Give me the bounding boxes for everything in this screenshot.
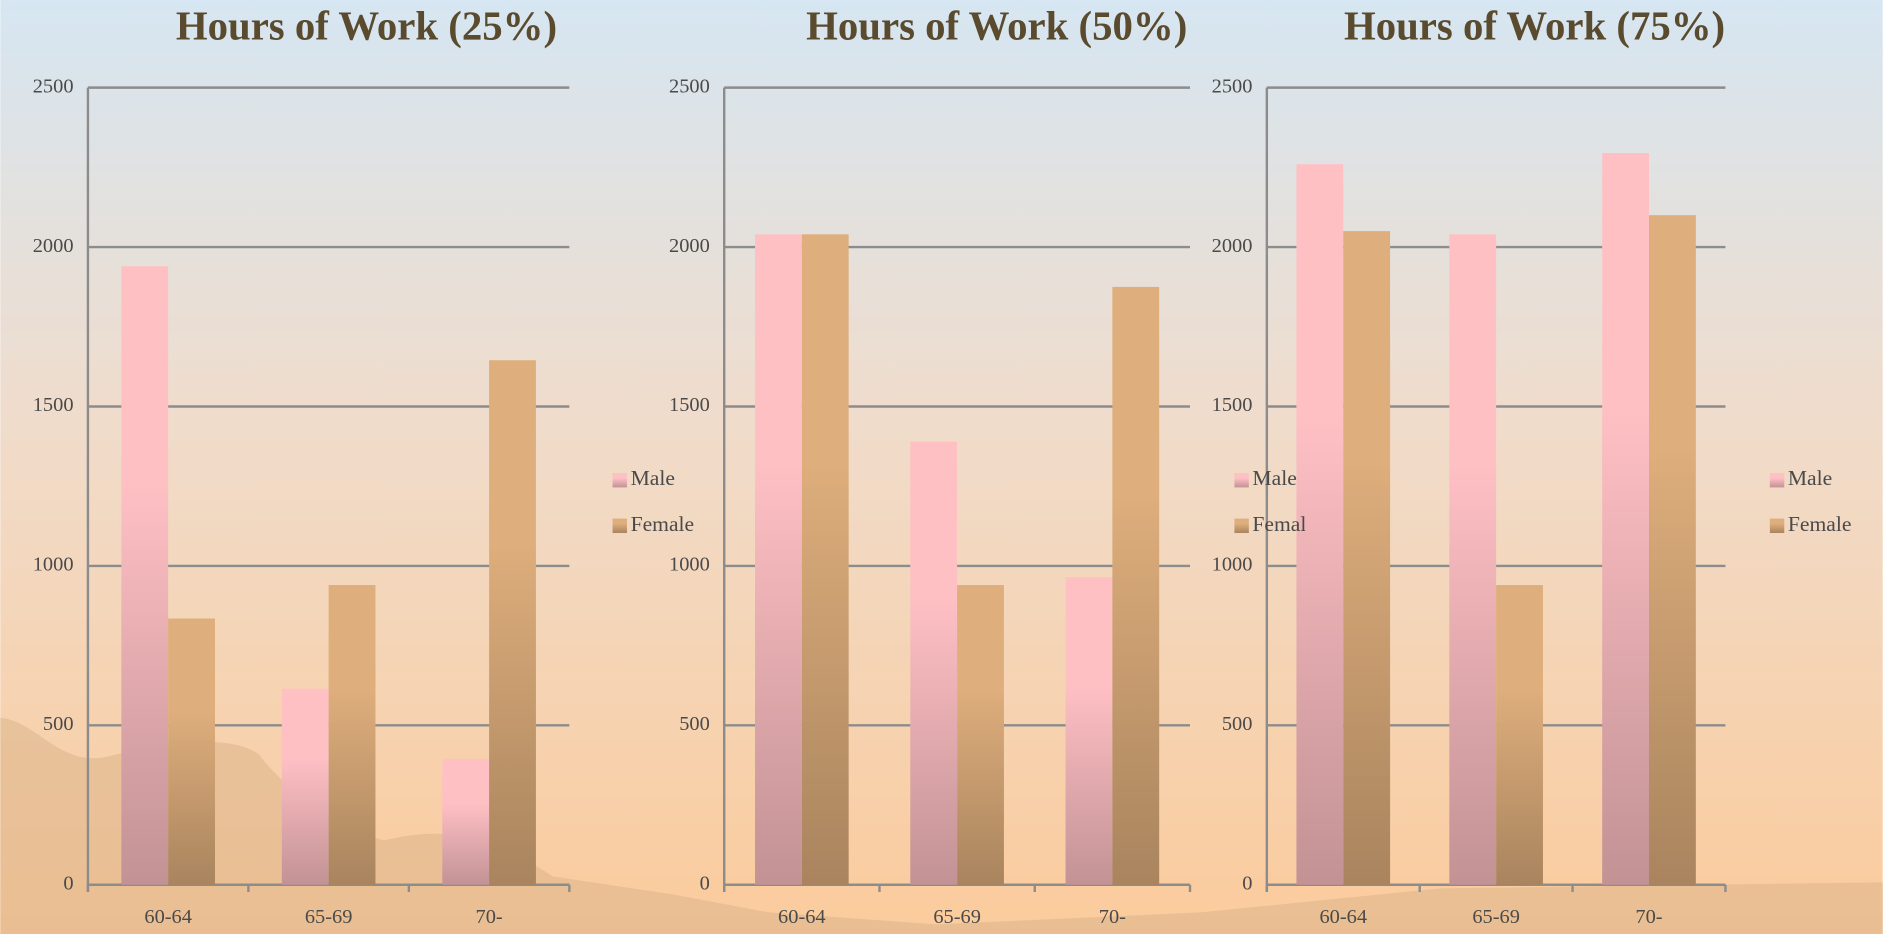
y-tick-label: 500 (1222, 713, 1253, 735)
y-tick-label: 500 (43, 713, 74, 735)
chart-title: Hours of Work (25%) (176, 3, 557, 48)
x-tick-label: 60-64 (1319, 906, 1367, 928)
bar (168, 618, 215, 885)
x-tick-label: 70- (476, 906, 503, 928)
legend-label: Female (1788, 512, 1852, 536)
y-tick-label: 2500 (1212, 75, 1253, 97)
legend: Male Female (1769, 466, 1852, 536)
legend-label: Female (631, 512, 695, 536)
y-tick-label: 1000 (669, 554, 710, 576)
y-tick-label: 0 (63, 872, 73, 894)
chart-title: Hours of Work (75%) (1344, 3, 1725, 48)
bar (1343, 231, 1391, 885)
x-tick-label: 60-64 (778, 906, 826, 928)
legend-swatch (612, 473, 627, 488)
y-tick-label: 1500 (1212, 394, 1253, 416)
legend: Male Female (612, 466, 695, 536)
bar (957, 585, 1004, 885)
bar (442, 758, 490, 885)
y-tick-label: 1500 (669, 394, 710, 416)
x-tick-label: 70- (1635, 906, 1662, 928)
legend-swatch (612, 518, 627, 534)
legend: Male Female (1234, 466, 1316, 536)
y-tick-label: 2500 (669, 75, 710, 97)
y-tick-label: 2000 (1212, 235, 1253, 257)
bar (1449, 234, 1497, 885)
y-tick-label: 2500 (33, 75, 74, 97)
legend-label: Male (1252, 466, 1296, 490)
y-tick-label: 500 (679, 713, 710, 735)
legend-label: Female (1252, 512, 1316, 536)
bar (1065, 577, 1113, 885)
bar (1496, 585, 1543, 885)
x-tick-label: 70- (1099, 906, 1126, 928)
legend-label: Male (1788, 466, 1832, 490)
x-tick-label: 60-64 (144, 906, 192, 928)
bar (910, 441, 958, 885)
bar (121, 266, 169, 885)
bar (1112, 286, 1160, 885)
legend-swatch (1769, 473, 1785, 488)
y-tick-label: 2000 (33, 235, 74, 257)
bar (755, 234, 802, 885)
bar (281, 688, 329, 885)
x-tick-label: 65-69 (933, 906, 981, 928)
legend-label: Male (631, 466, 675, 490)
bar (328, 585, 376, 885)
y-tick-label: 1000 (1212, 554, 1253, 576)
bar (801, 234, 849, 885)
x-tick-label: 65-69 (1472, 906, 1520, 928)
bar (489, 360, 536, 885)
x-tick-label: 65-69 (305, 906, 353, 928)
y-tick-label: 1000 (33, 554, 74, 576)
y-tick-label: 2000 (669, 235, 710, 257)
y-tick-label: 0 (1242, 872, 1252, 894)
bar (1649, 215, 1696, 885)
legend-swatch (1234, 473, 1249, 488)
legend-swatch (1769, 518, 1785, 534)
y-tick-label: 1500 (33, 394, 74, 416)
y-tick-label: 0 (700, 872, 710, 894)
bar (1296, 164, 1344, 885)
bar (1602, 153, 1650, 885)
chart-title: Hours of Work (50%) (806, 3, 1187, 48)
legend-swatch (1234, 518, 1249, 534)
